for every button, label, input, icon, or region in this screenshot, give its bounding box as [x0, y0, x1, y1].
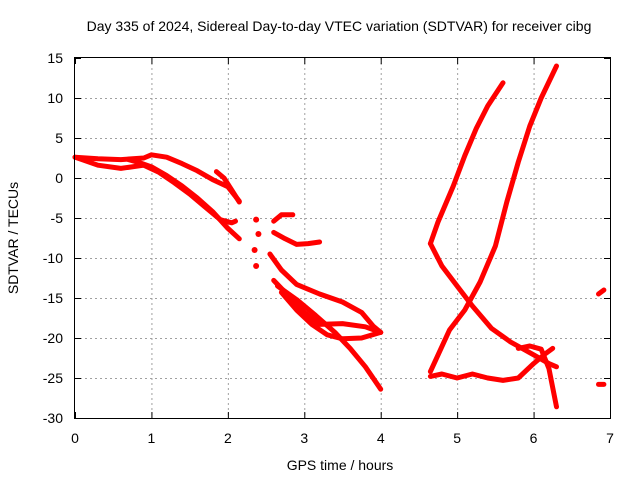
y-tick-label: -15	[43, 290, 63, 306]
y-tick-label: 15	[47, 50, 63, 66]
y-tick-label: 5	[55, 130, 63, 146]
series-arc-14	[427, 345, 556, 383]
series-arc-10	[275, 283, 384, 392]
x-tick-label: 6	[530, 430, 538, 446]
x-tick-label: 2	[224, 430, 232, 446]
data-point	[253, 263, 260, 269]
y-tick-label: -25	[43, 370, 63, 386]
series-arc-11	[427, 80, 506, 247]
data-point	[253, 216, 260, 223]
data-point	[255, 231, 262, 237]
y-tick-label: 10	[47, 90, 63, 106]
y-axis-label: SDTVAR / TECUs	[5, 182, 21, 294]
x-tick-label: 4	[377, 430, 385, 446]
axis-ticks: 0 1 2 3 4 5 6 7 15 10 5 0 -5 -10 -15 -20 -25 -30	[43, 50, 614, 446]
x-tick-label: 5	[453, 430, 461, 446]
series-arc-16	[596, 287, 607, 297]
x-axis-label: GPS time / hours	[287, 457, 394, 473]
series-arc-5	[271, 212, 296, 224]
series-arc-6	[271, 229, 323, 247]
series-arc-9	[278, 289, 384, 342]
y-tick-label: 0	[55, 170, 63, 186]
y-tick-label: -20	[43, 330, 63, 346]
x-tick-label: 0	[71, 430, 79, 446]
y-tick-label: -30	[43, 410, 63, 426]
series-arc-4	[213, 169, 242, 205]
series-arc-1	[72, 152, 242, 204]
data-series	[72, 63, 607, 410]
series-arc-3	[126, 157, 242, 242]
y-tick-label: -10	[43, 250, 63, 266]
series-arc-7	[267, 251, 384, 335]
series-arc-12	[427, 63, 559, 375]
x-tick-label: 1	[148, 430, 156, 446]
data-point	[251, 247, 258, 253]
y-tick-label: -5	[51, 210, 64, 226]
series-arc-15	[515, 343, 559, 410]
x-tick-label: 3	[300, 430, 308, 446]
plot-frame	[74, 57, 611, 419]
x-tick-label: 7	[606, 430, 614, 446]
chart-title: Day 335 of 2024, Sidereal Day-to-day VTE…	[87, 18, 592, 34]
